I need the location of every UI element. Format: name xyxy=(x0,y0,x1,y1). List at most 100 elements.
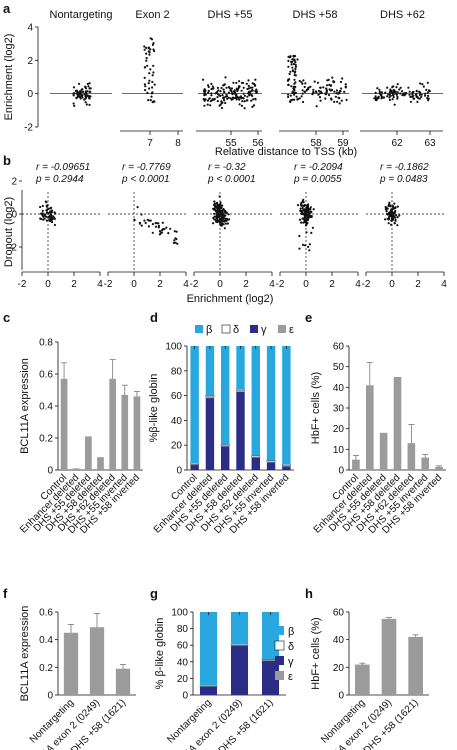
panel-g-bar-segment xyxy=(199,685,218,687)
panel-a-point xyxy=(89,95,92,98)
panel-a-point xyxy=(292,63,295,66)
panel-a-point xyxy=(325,93,328,96)
panel-a-x-tick-label: 59 xyxy=(337,138,349,149)
panel-a-point xyxy=(230,87,233,90)
panel-a-y-tick-label: 2 xyxy=(27,56,33,67)
panel-h-y-tick-label: 20 xyxy=(333,663,345,674)
panel-a-y-tick-label: 4 xyxy=(27,23,33,34)
panel-a-point xyxy=(392,91,395,94)
panel-b-point xyxy=(45,215,48,218)
panel-a-point xyxy=(287,65,290,68)
panel-a-point xyxy=(426,91,429,94)
panel-a-point xyxy=(338,102,341,105)
panel-e-y-tick-label: 60 xyxy=(333,342,345,353)
panel-h-bar xyxy=(408,636,423,695)
panel-b-point xyxy=(154,225,158,228)
panel-a-point xyxy=(222,97,225,100)
panel-b-r-value: r = -0.7769 xyxy=(122,162,171,173)
panel-a-point xyxy=(73,104,76,107)
panel-b-point xyxy=(305,207,308,210)
panel-a-point xyxy=(145,59,148,62)
panel-b-point xyxy=(398,214,401,217)
panel-g-y-tick-label: 0 xyxy=(182,691,188,702)
panel-a-point xyxy=(209,100,212,103)
panel-a-point xyxy=(153,83,156,86)
panel-a-point xyxy=(419,82,422,85)
panel-a-point xyxy=(387,93,390,96)
panel-a-point xyxy=(231,92,234,95)
panel-a-point xyxy=(245,82,248,85)
panel-a-point xyxy=(225,86,228,89)
panel-a-point xyxy=(396,91,399,94)
panel-a-x-tick-label: 58 xyxy=(310,138,322,149)
panel-g-y-tick-label: 60 xyxy=(177,641,189,652)
panel-a-point xyxy=(207,89,210,92)
panel-a-y-tick-label: 0 xyxy=(27,89,33,100)
panel-b-point xyxy=(213,212,216,215)
panel-a-point xyxy=(89,87,92,90)
panel-b-point xyxy=(158,230,162,233)
panel-a-point xyxy=(324,97,327,100)
panel-a-point xyxy=(240,89,243,92)
panel-letter-g: g xyxy=(150,586,158,601)
panel-b-y-label: Dropout (log2) xyxy=(3,197,15,267)
panel-a-point xyxy=(290,85,293,88)
panel-a-point xyxy=(415,90,418,93)
panel-b-point xyxy=(45,204,48,207)
panel-a-point xyxy=(216,96,219,99)
panel-a-point xyxy=(386,95,389,98)
panel-b-x-tick-label: 2 xyxy=(329,279,335,290)
panel-g-y-tick-label: 100 xyxy=(171,608,188,619)
panel-a-point xyxy=(327,78,330,81)
panel-b-point xyxy=(305,231,308,234)
panel-a-point xyxy=(238,80,241,83)
panel-a-point xyxy=(224,76,227,79)
panel-a-point xyxy=(254,97,257,100)
panel-a-point xyxy=(330,97,333,100)
panel-f-bar xyxy=(89,627,105,695)
panel-b-point xyxy=(389,214,392,217)
panel-a-point xyxy=(147,82,150,85)
panel-a-point xyxy=(296,98,299,101)
panel-e-y-tick-label: 0 xyxy=(338,466,344,477)
panel-b-point xyxy=(42,218,45,221)
panel-a-point xyxy=(250,93,253,97)
panel-a-point xyxy=(216,86,219,89)
panel-a-point xyxy=(338,97,341,100)
panel-a-point xyxy=(82,90,85,93)
panel-a-point xyxy=(331,76,334,79)
panel-a-x-tick-label: 8 xyxy=(175,138,181,149)
panel-a-point xyxy=(79,97,82,100)
panel-b-point xyxy=(140,213,143,216)
panel-b-point xyxy=(45,209,49,212)
panel-a-point xyxy=(314,90,317,93)
panel-a-point xyxy=(148,53,151,56)
panel-letter-f: f xyxy=(3,586,8,601)
panel-g-bar-segment xyxy=(199,612,218,686)
panel-a-point xyxy=(208,97,211,100)
panel-g-legend-swatch xyxy=(275,671,284,680)
panel-b-point xyxy=(312,208,315,211)
panel-a-point xyxy=(150,95,153,98)
panel-b-point xyxy=(218,203,221,206)
panel-d-bar-segment xyxy=(282,466,291,470)
panel-b-point xyxy=(50,216,53,219)
panel-b-point xyxy=(220,222,223,225)
panel-a-point xyxy=(411,91,414,94)
panel-a-point xyxy=(396,97,399,100)
panel-b-point xyxy=(173,239,176,242)
panel-c-bar xyxy=(97,457,104,470)
panel-c-y-tick-label: 0.4 xyxy=(39,402,53,413)
panel-b-point xyxy=(310,211,313,214)
panel-a-point xyxy=(341,77,344,80)
panel-a-group-title: Exon 2 xyxy=(135,9,169,21)
panel-b-point xyxy=(218,195,221,198)
panel-a-point xyxy=(393,103,396,106)
panel-a-point xyxy=(407,86,410,89)
panel-a-point xyxy=(416,95,419,98)
panel-a-point xyxy=(247,92,250,95)
panel-b-point xyxy=(395,214,398,217)
panel-a-point xyxy=(332,81,335,84)
panel-a-point xyxy=(336,100,339,103)
